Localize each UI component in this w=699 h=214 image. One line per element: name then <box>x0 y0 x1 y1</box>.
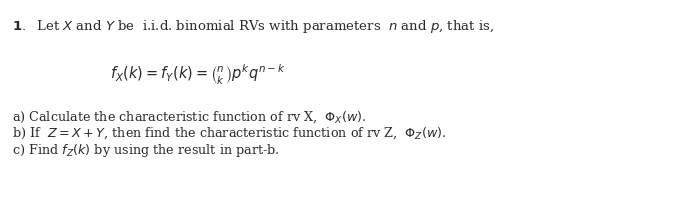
Text: $\mathbf{1}$$.\ $ Let $X$ and $Y$ be  i.i.d. binomial RVs with parameters  $n$ a: $\mathbf{1}$$.\ $ Let $X$ and $Y$ be i.i… <box>12 18 494 35</box>
Text: b) If  $Z = X + Y$, then find the characteristic function of rv Z,  $\Phi_Z(w)$.: b) If $Z = X + Y$, then find the charact… <box>12 126 447 141</box>
Text: $f_X(k) = f_Y(k) = \binom{n}{k}p^k q^{n-k}$: $f_X(k) = f_Y(k) = \binom{n}{k}p^k q^{n-… <box>110 62 285 87</box>
Text: c) Find $f_Z(k)$ by using the result in part-b.: c) Find $f_Z(k)$ by using the result in … <box>12 142 280 159</box>
Text: a) Calculate the characteristic function of rv X,  $\Phi_X(w)$.: a) Calculate the characteristic function… <box>12 110 367 125</box>
